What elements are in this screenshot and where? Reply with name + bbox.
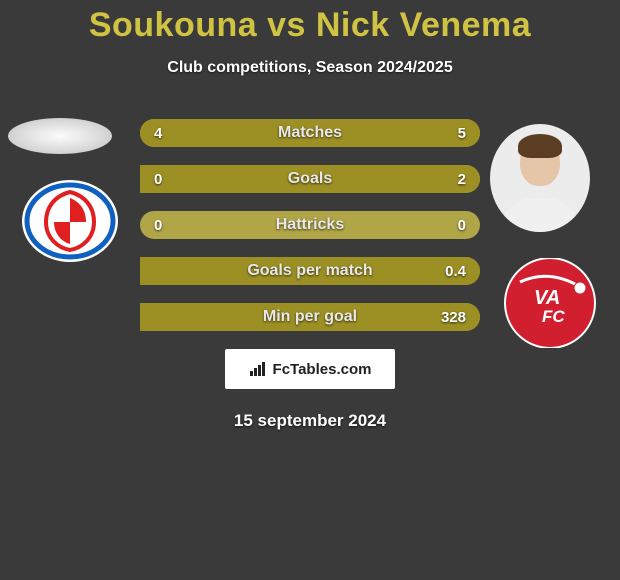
subtitle: Club competitions, Season 2024/2025 xyxy=(0,59,620,77)
club-right-badge: VA FC xyxy=(500,258,600,348)
svg-text:VA: VA xyxy=(534,287,560,309)
brand-text: FcTables.com xyxy=(273,361,372,378)
stat-left-value: 0 xyxy=(154,171,162,188)
stat-label: Min per goal xyxy=(263,308,357,326)
stats-bars: 4 Matches 5 0 Goals 2 0 Hattricks 0 Goals per mat… xyxy=(140,119,480,331)
generated-date: 15 september 2024 xyxy=(0,411,620,431)
player-left-avatar xyxy=(8,118,112,154)
stat-left-value: 0 xyxy=(154,217,162,234)
stat-right-value: 328 xyxy=(441,309,466,326)
stat-row: Min per goal 328 xyxy=(140,303,480,331)
stat-row: 4 Matches 5 xyxy=(140,119,480,147)
player-right-avatar xyxy=(490,124,590,232)
stat-label: Hattricks xyxy=(276,216,344,234)
stat-right-value: 0.4 xyxy=(445,263,466,280)
club-left-badge xyxy=(20,178,120,264)
stat-right-value: 0 xyxy=(458,217,466,234)
stat-label: Goals per match xyxy=(247,262,372,280)
stat-left-value: 4 xyxy=(154,125,162,142)
bar-chart-icon xyxy=(249,361,269,377)
comparison-title: Soukouna vs Nick Venema xyxy=(0,0,620,45)
stat-row: 0 Hattricks 0 xyxy=(140,211,480,239)
stat-label: Goals xyxy=(288,170,332,188)
svg-text:FC: FC xyxy=(542,307,565,326)
stat-right-value: 5 xyxy=(458,125,466,142)
stat-label: Matches xyxy=(278,124,342,142)
stat-row: 0 Goals 2 xyxy=(140,165,480,193)
stat-fill-left xyxy=(140,119,290,147)
stat-right-value: 2 xyxy=(458,171,466,188)
brand-watermark: FcTables.com xyxy=(225,349,395,389)
stat-row: Goals per match 0.4 xyxy=(140,257,480,285)
